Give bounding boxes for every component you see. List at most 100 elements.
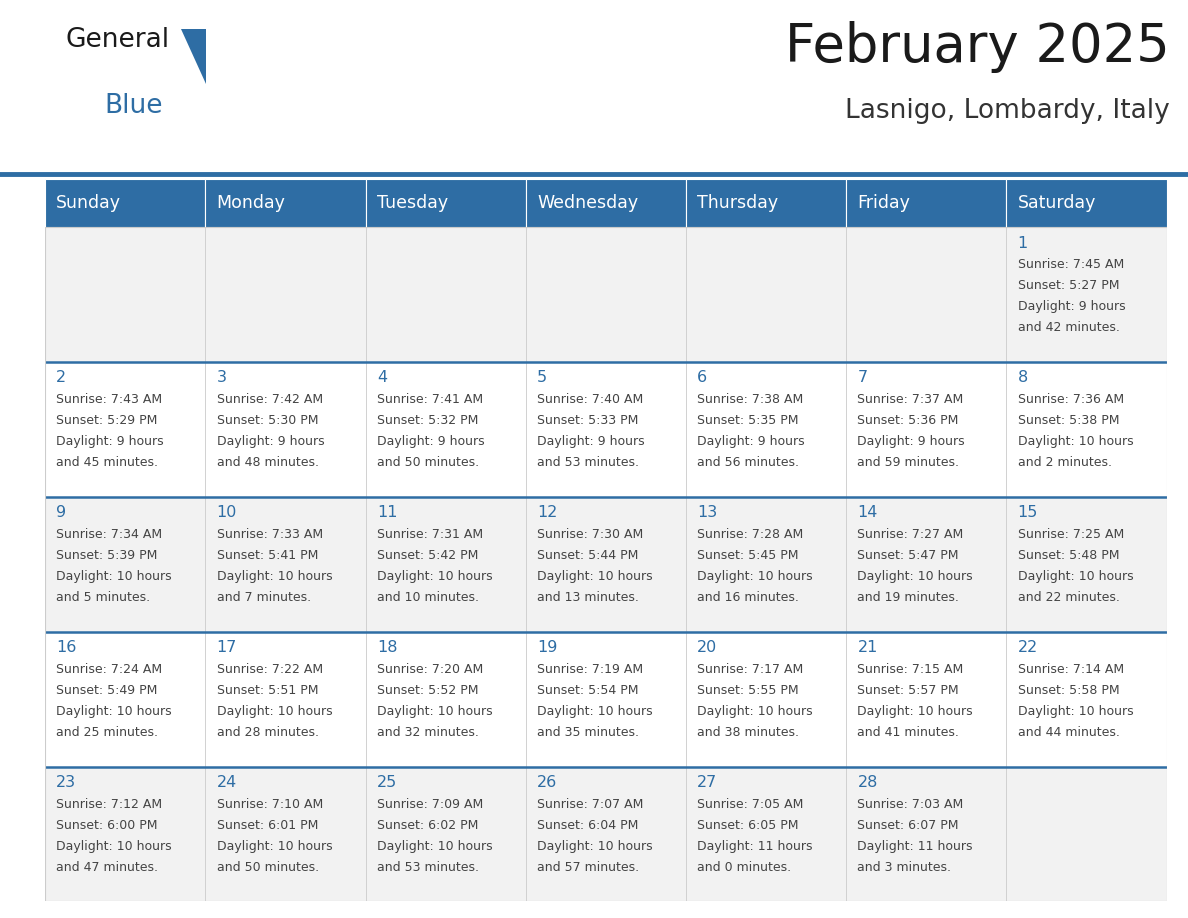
- Bar: [685, 179, 846, 227]
- Text: Sunrise: 7:05 AM: Sunrise: 7:05 AM: [697, 799, 803, 812]
- Text: Daylight: 10 hours: Daylight: 10 hours: [697, 705, 813, 718]
- Text: and 32 minutes.: and 32 minutes.: [377, 726, 479, 739]
- Text: and 53 minutes.: and 53 minutes.: [537, 456, 639, 469]
- Text: Sunset: 5:51 PM: Sunset: 5:51 PM: [216, 684, 318, 697]
- Text: Saturday: Saturday: [1018, 194, 1097, 212]
- Bar: [526, 767, 685, 901]
- Bar: [526, 362, 685, 497]
- Text: 5: 5: [537, 371, 548, 386]
- Text: and 19 minutes.: and 19 minutes.: [858, 591, 959, 604]
- Text: and 0 minutes.: and 0 minutes.: [697, 861, 791, 874]
- Text: Sunset: 5:44 PM: Sunset: 5:44 PM: [537, 549, 638, 562]
- Text: and 5 minutes.: and 5 minutes.: [56, 591, 151, 604]
- Bar: [685, 227, 846, 362]
- Bar: [45, 497, 206, 632]
- Text: Daylight: 10 hours: Daylight: 10 hours: [56, 705, 172, 718]
- Bar: [526, 227, 685, 362]
- Text: and 42 minutes.: and 42 minutes.: [1018, 321, 1119, 334]
- Text: Daylight: 10 hours: Daylight: 10 hours: [858, 570, 973, 583]
- Text: Sunrise: 7:12 AM: Sunrise: 7:12 AM: [56, 799, 163, 812]
- Text: 3: 3: [216, 371, 227, 386]
- Bar: [1006, 632, 1167, 767]
- Text: Monday: Monday: [216, 194, 285, 212]
- Bar: [366, 362, 526, 497]
- Text: 1: 1: [1018, 236, 1028, 251]
- Text: Sunday: Sunday: [56, 194, 121, 212]
- Text: 14: 14: [858, 506, 878, 521]
- Text: 21: 21: [858, 641, 878, 655]
- Text: Sunrise: 7:30 AM: Sunrise: 7:30 AM: [537, 529, 643, 542]
- Text: and 45 minutes.: and 45 minutes.: [56, 456, 158, 469]
- Bar: [206, 227, 366, 362]
- Text: 17: 17: [216, 641, 236, 655]
- Text: Sunrise: 7:42 AM: Sunrise: 7:42 AM: [216, 394, 323, 407]
- Bar: [1006, 227, 1167, 362]
- Bar: [206, 362, 366, 497]
- Text: Sunrise: 7:41 AM: Sunrise: 7:41 AM: [377, 394, 482, 407]
- Text: 12: 12: [537, 506, 557, 521]
- Text: Daylight: 9 hours: Daylight: 9 hours: [697, 435, 804, 448]
- Text: Daylight: 11 hours: Daylight: 11 hours: [697, 840, 813, 853]
- Text: Daylight: 10 hours: Daylight: 10 hours: [1018, 705, 1133, 718]
- Text: Sunset: 6:00 PM: Sunset: 6:00 PM: [56, 819, 158, 832]
- Text: and 44 minutes.: and 44 minutes.: [1018, 726, 1119, 739]
- Text: Daylight: 9 hours: Daylight: 9 hours: [1018, 300, 1125, 313]
- Bar: [526, 179, 685, 227]
- Text: Sunrise: 7:40 AM: Sunrise: 7:40 AM: [537, 394, 643, 407]
- Text: and 7 minutes.: and 7 minutes.: [216, 591, 311, 604]
- Text: Sunset: 5:36 PM: Sunset: 5:36 PM: [858, 414, 959, 427]
- Text: February 2025: February 2025: [785, 21, 1170, 73]
- Text: and 10 minutes.: and 10 minutes.: [377, 591, 479, 604]
- Text: and 2 minutes.: and 2 minutes.: [1018, 456, 1112, 469]
- Text: Tuesday: Tuesday: [377, 194, 448, 212]
- Text: Sunset: 6:04 PM: Sunset: 6:04 PM: [537, 819, 638, 832]
- Bar: [1006, 767, 1167, 901]
- Text: Sunset: 5:47 PM: Sunset: 5:47 PM: [858, 549, 959, 562]
- Text: 11: 11: [377, 506, 397, 521]
- Text: Daylight: 9 hours: Daylight: 9 hours: [537, 435, 645, 448]
- Text: Sunrise: 7:10 AM: Sunrise: 7:10 AM: [216, 799, 323, 812]
- Text: Daylight: 9 hours: Daylight: 9 hours: [377, 435, 485, 448]
- Text: Daylight: 10 hours: Daylight: 10 hours: [537, 705, 652, 718]
- Text: Sunset: 5:42 PM: Sunset: 5:42 PM: [377, 549, 478, 562]
- Bar: [206, 179, 366, 227]
- Bar: [1006, 362, 1167, 497]
- Polygon shape: [181, 28, 206, 84]
- Text: Sunset: 5:52 PM: Sunset: 5:52 PM: [377, 684, 479, 697]
- Text: Blue: Blue: [105, 93, 163, 119]
- Text: Sunrise: 7:22 AM: Sunrise: 7:22 AM: [216, 664, 323, 677]
- Text: Sunset: 5:57 PM: Sunset: 5:57 PM: [858, 684, 959, 697]
- Text: Sunrise: 7:17 AM: Sunrise: 7:17 AM: [697, 664, 803, 677]
- Text: Daylight: 9 hours: Daylight: 9 hours: [56, 435, 164, 448]
- Text: and 56 minutes.: and 56 minutes.: [697, 456, 800, 469]
- Text: Sunrise: 7:25 AM: Sunrise: 7:25 AM: [1018, 529, 1124, 542]
- Text: Sunrise: 7:36 AM: Sunrise: 7:36 AM: [1018, 394, 1124, 407]
- Text: Daylight: 10 hours: Daylight: 10 hours: [1018, 435, 1133, 448]
- Text: Sunrise: 7:15 AM: Sunrise: 7:15 AM: [858, 664, 963, 677]
- Text: and 48 minutes.: and 48 minutes.: [216, 456, 318, 469]
- Text: Friday: Friday: [858, 194, 910, 212]
- Text: Thursday: Thursday: [697, 194, 778, 212]
- Text: Sunset: 5:33 PM: Sunset: 5:33 PM: [537, 414, 638, 427]
- Text: and 41 minutes.: and 41 minutes.: [858, 726, 959, 739]
- Text: Sunset: 5:27 PM: Sunset: 5:27 PM: [1018, 279, 1119, 292]
- Text: Sunrise: 7:19 AM: Sunrise: 7:19 AM: [537, 664, 643, 677]
- Bar: [45, 179, 206, 227]
- Text: Daylight: 10 hours: Daylight: 10 hours: [537, 840, 652, 853]
- Text: and 3 minutes.: and 3 minutes.: [858, 861, 952, 874]
- Text: Sunrise: 7:14 AM: Sunrise: 7:14 AM: [1018, 664, 1124, 677]
- Text: Sunset: 5:38 PM: Sunset: 5:38 PM: [1018, 414, 1119, 427]
- Bar: [45, 227, 206, 362]
- Bar: [1006, 497, 1167, 632]
- Bar: [206, 497, 366, 632]
- Bar: [366, 227, 526, 362]
- Text: Sunrise: 7:09 AM: Sunrise: 7:09 AM: [377, 799, 484, 812]
- Text: Sunrise: 7:24 AM: Sunrise: 7:24 AM: [56, 664, 163, 677]
- Text: Sunset: 5:58 PM: Sunset: 5:58 PM: [1018, 684, 1119, 697]
- Text: 9: 9: [56, 506, 67, 521]
- Text: 7: 7: [858, 371, 867, 386]
- Text: Sunset: 6:01 PM: Sunset: 6:01 PM: [216, 819, 318, 832]
- Text: 20: 20: [697, 641, 718, 655]
- Text: Lasnigo, Lombardy, Italy: Lasnigo, Lombardy, Italy: [846, 98, 1170, 125]
- Text: Sunrise: 7:31 AM: Sunrise: 7:31 AM: [377, 529, 482, 542]
